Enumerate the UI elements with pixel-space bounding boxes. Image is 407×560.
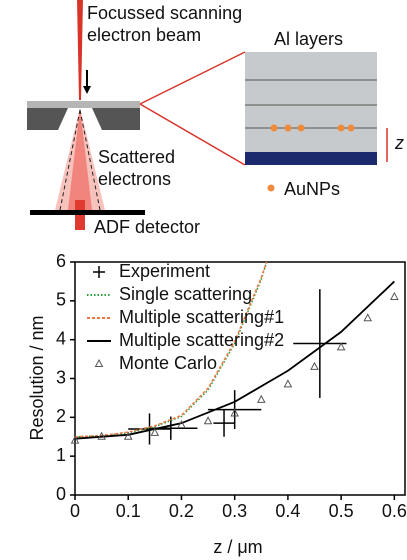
y-tick-label: 2 bbox=[56, 406, 66, 426]
nanoparticle bbox=[337, 124, 345, 132]
zoom-line bbox=[139, 51, 246, 105]
x-tick-label: 0.5 bbox=[329, 501, 354, 521]
nanoparticle bbox=[270, 124, 278, 132]
triangle-marker bbox=[256, 394, 266, 403]
y-axis-label: Resolution / nm bbox=[27, 315, 47, 440]
electron-beam bbox=[77, 0, 83, 100]
x-tick-label: 0.6 bbox=[382, 501, 407, 521]
layers-box bbox=[245, 52, 377, 165]
nanoparticle bbox=[347, 124, 355, 132]
dashed-ray bbox=[79, 109, 101, 211]
beam-label: Focussed scanning bbox=[87, 3, 242, 23]
holder bbox=[92, 108, 140, 130]
scatter-label: electrons bbox=[98, 169, 171, 189]
triangle-marker bbox=[94, 358, 104, 367]
triangle-marker bbox=[97, 431, 106, 440]
legend-dot bbox=[267, 184, 275, 192]
triangle-marker bbox=[70, 435, 80, 444]
triangle-marker bbox=[150, 427, 160, 436]
x-axis-label: z / μm bbox=[213, 537, 262, 557]
holder bbox=[27, 108, 68, 130]
triangle-marker bbox=[283, 379, 293, 388]
layers-label: Al layers bbox=[274, 29, 343, 49]
triangle-marker bbox=[390, 291, 399, 300]
arrow-head bbox=[83, 86, 91, 94]
beam-label: electron beam bbox=[87, 25, 201, 45]
triangle-marker bbox=[203, 416, 213, 425]
y-tick-label: 3 bbox=[56, 367, 66, 387]
x-tick-label: 0.1 bbox=[116, 501, 141, 521]
depth-label: z bbox=[394, 133, 404, 153]
curve bbox=[74, 261, 268, 438]
triangle-marker bbox=[310, 361, 319, 370]
dashed-ray bbox=[59, 109, 81, 211]
scatter-label: Scattered bbox=[98, 147, 175, 167]
legend-label: Multiple scattering#1 bbox=[119, 307, 284, 327]
nanoparticle bbox=[297, 124, 305, 132]
legend-label: Multiple scattering#2 bbox=[119, 330, 284, 350]
detector-label: ADF detector bbox=[94, 217, 200, 237]
legend-label: Experiment bbox=[119, 261, 210, 281]
triangle-marker bbox=[336, 342, 346, 351]
schematic: Focussed scanning electron beam Scattere… bbox=[27, 0, 404, 237]
triangle-marker bbox=[123, 431, 133, 440]
y-tick-label: 6 bbox=[56, 251, 66, 271]
y-tick-label: 4 bbox=[56, 328, 66, 348]
x-tick-label: 0.3 bbox=[222, 501, 247, 521]
legend-label: Monte Carlo bbox=[119, 353, 217, 373]
detector bbox=[30, 210, 145, 215]
y-tick-label: 5 bbox=[56, 290, 66, 310]
x-tick-label: 0 bbox=[70, 501, 80, 521]
x-tick-label: 0.4 bbox=[275, 501, 300, 521]
scatter-core bbox=[68, 108, 92, 210]
zoom-line bbox=[139, 103, 246, 166]
nanoparticle bbox=[284, 124, 292, 132]
specimen bbox=[27, 101, 140, 108]
y-tick-label: 0 bbox=[56, 484, 66, 504]
x-tick-label: 0.2 bbox=[169, 501, 194, 521]
substrate bbox=[245, 152, 377, 165]
triangle-marker bbox=[177, 420, 186, 429]
legend-label: Single scattering bbox=[119, 284, 252, 304]
particle-label: AuNPs bbox=[284, 179, 340, 199]
triangle-marker bbox=[230, 408, 240, 417]
y-tick-label: 1 bbox=[56, 445, 66, 465]
curve bbox=[74, 280, 395, 440]
triangle-marker bbox=[363, 313, 373, 322]
plus-marker bbox=[93, 266, 105, 278]
